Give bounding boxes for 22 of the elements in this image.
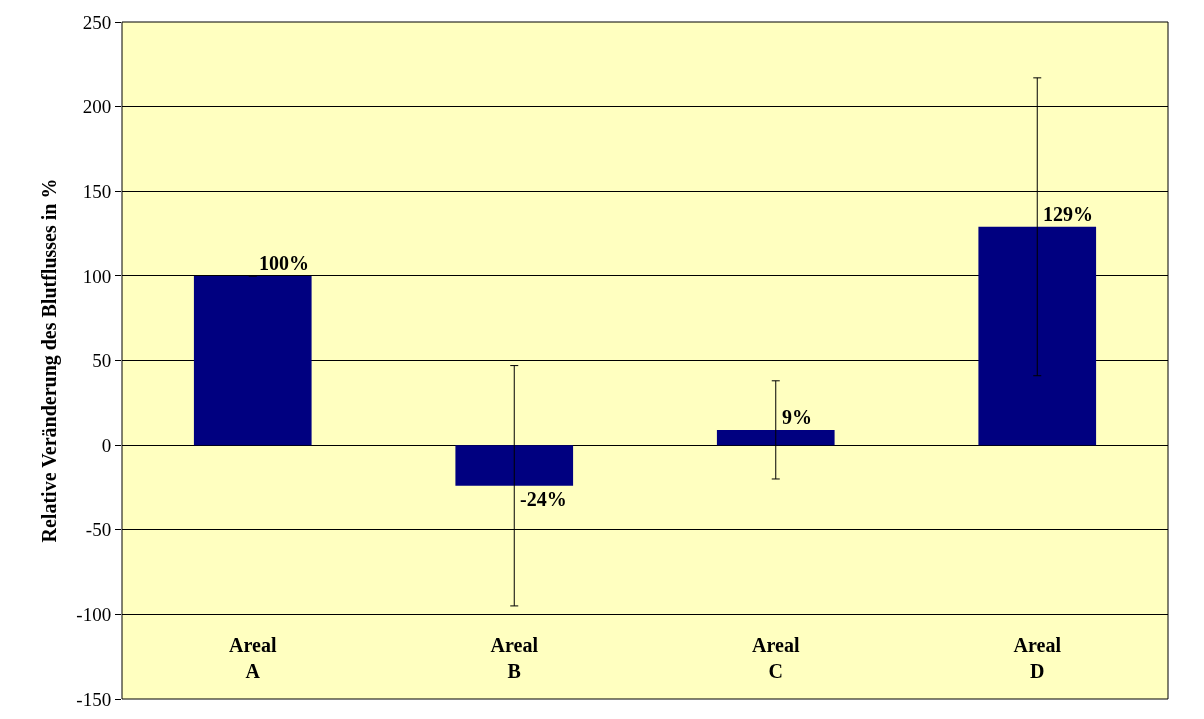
x-tick-label: Areal C: [752, 634, 800, 683]
bar: [455, 445, 574, 486]
y-tick-label: 100: [82, 265, 112, 287]
bar: [978, 226, 1097, 446]
data-label: -24%: [520, 488, 567, 510]
y-tick-label: -50: [85, 519, 112, 541]
x-tick-label: Areal B: [490, 634, 539, 683]
y-tick-label: 200: [82, 96, 112, 118]
y-tick-label: 0: [101, 434, 112, 456]
y-tick-label: -100: [76, 604, 112, 626]
x-tick-label: Areal D: [1013, 634, 1062, 683]
data-label: 100%: [259, 252, 309, 274]
y-axis-title: Relative Veränderung des Blutflusses in %: [37, 178, 61, 543]
bar: [716, 429, 835, 446]
y-tick-label: 150: [82, 180, 112, 202]
y-tick-label: 250: [82, 11, 112, 33]
y-tick-label: -150: [76, 688, 112, 710]
y-tick-label: 50: [92, 350, 112, 372]
data-label: 129%: [1043, 203, 1093, 225]
x-tick-label: Areal A: [229, 634, 277, 683]
data-label: 9%: [782, 406, 812, 428]
bar: [193, 275, 312, 446]
